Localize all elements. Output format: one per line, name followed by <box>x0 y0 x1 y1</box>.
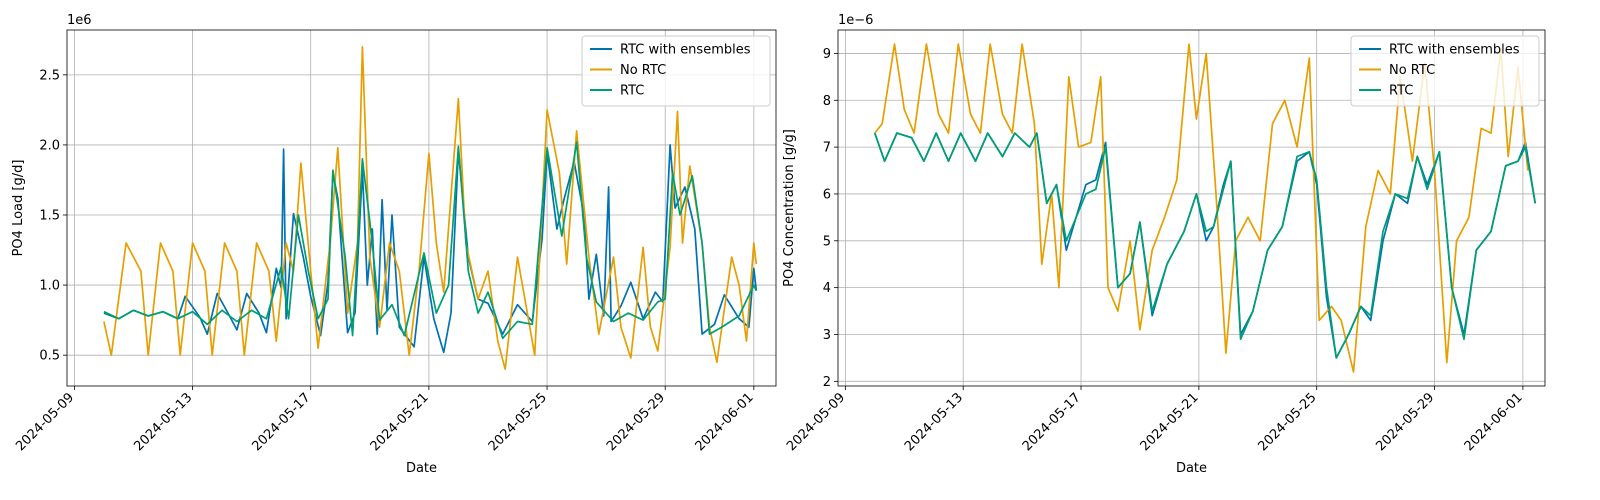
x-tick-label: 2024-05-25 <box>1255 390 1319 454</box>
chart-po4-concentration: 2024-05-09 2024-05-13 2024-05-17 2024-05-21… <box>782 13 1546 476</box>
y-tick-label: 4 <box>823 281 831 296</box>
x-tick-label: 2024-05-17 <box>1020 390 1084 454</box>
legend-entry: RTC with ensembles <box>620 43 751 58</box>
y-tick-label: 3 <box>823 328 831 343</box>
legend: RTC with ensembles No RTC RTC <box>1350 35 1540 107</box>
series-line-rtc <box>873 132 1537 359</box>
y-tick-label: 2.5 <box>39 68 60 83</box>
legend-entry: No RTC <box>1389 63 1435 78</box>
y-tick-label: 2 <box>823 375 831 390</box>
y-axis-label: PO4 Concentration [g/g] <box>782 129 797 287</box>
x-tick-label: 2024-05-09 <box>13 390 77 454</box>
y-tick-label: 0.5 <box>39 349 60 364</box>
x-tick-label: 2024-05-13 <box>902 390 966 454</box>
chart-po4-load: 2024-05-09 2024-05-13 2024-05-17 2024-05-21… <box>11 13 777 476</box>
x-tick-label: 2024-05-17 <box>250 390 314 454</box>
legend-entry: RTC <box>620 84 644 99</box>
series-group <box>103 45 758 371</box>
x-tick-label: 2024-05-25 <box>486 390 550 454</box>
legend-box <box>581 35 771 107</box>
y-tick-label: 1.0 <box>39 279 60 294</box>
y-tick-label: 8 <box>823 94 831 109</box>
y-tick-label: 5 <box>823 234 831 249</box>
y-tick-label: 9 <box>823 47 831 62</box>
x-tick-label: 2024-06-01 <box>693 390 757 454</box>
legend-box <box>1350 35 1540 107</box>
x-axis-label: Date <box>1176 461 1207 476</box>
series-line-rtc-with-ensembles <box>873 132 1537 359</box>
x-tick-label: 2024-05-29 <box>604 390 668 454</box>
y-offset-label: 1e6 <box>67 13 92 28</box>
legend-entry: RTC with ensembles <box>1389 43 1520 58</box>
x-tick-label: 2024-05-21 <box>368 390 432 454</box>
y-tick-label: 1.5 <box>39 209 60 224</box>
legend: RTC with ensembles No RTC RTC <box>581 35 771 107</box>
series-line-rtc <box>103 141 758 340</box>
x-axis-label: Date <box>406 461 437 476</box>
x-tick-label: 2024-06-01 <box>1462 390 1526 454</box>
y-tick-label: 7 <box>823 141 831 156</box>
legend-entry: RTC <box>1389 84 1413 99</box>
plot-frame <box>837 29 1546 387</box>
y-tick-label: 6 <box>823 187 831 202</box>
y-offset-label: 1e−6 <box>838 13 873 28</box>
x-tick-label: 2024-05-09 <box>784 390 848 454</box>
x-tick-label: 2024-05-21 <box>1138 390 1202 454</box>
legend-entry: No RTC <box>620 63 666 78</box>
plot-frame <box>66 29 777 387</box>
y-axis-label: PO4 Load [g/d] <box>11 160 26 257</box>
y-tick-label: 2.0 <box>39 138 60 153</box>
x-tick-label: 2024-05-13 <box>131 390 195 454</box>
x-tick-label: 2024-05-29 <box>1373 390 1437 454</box>
